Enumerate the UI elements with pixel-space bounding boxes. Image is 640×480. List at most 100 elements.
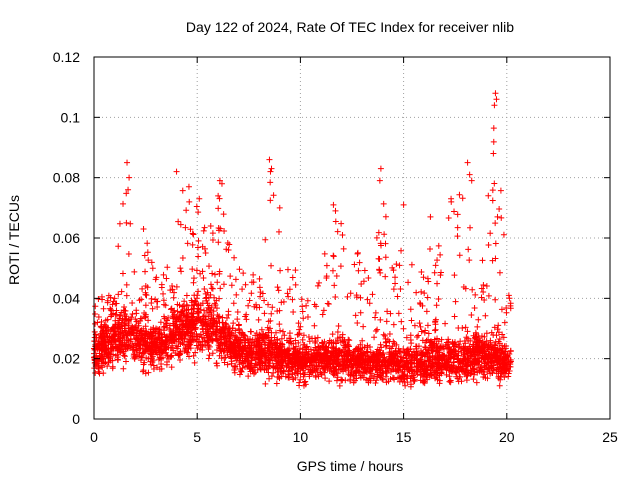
x-tick-label: 0 bbox=[90, 429, 98, 445]
data-point bbox=[142, 268, 149, 275]
data-point bbox=[215, 239, 222, 246]
data-point bbox=[312, 355, 319, 362]
data-point bbox=[230, 320, 237, 327]
data-point bbox=[151, 349, 158, 356]
data-point bbox=[362, 355, 369, 362]
data-point bbox=[498, 365, 505, 372]
data-point bbox=[244, 363, 251, 370]
data-point bbox=[342, 344, 349, 351]
data-point bbox=[407, 357, 414, 364]
data-point bbox=[120, 307, 127, 314]
data-point bbox=[193, 267, 200, 274]
data-point bbox=[340, 245, 347, 252]
data-point bbox=[473, 379, 480, 386]
data-point bbox=[495, 375, 502, 382]
data-point bbox=[350, 351, 357, 358]
data-point bbox=[305, 333, 312, 340]
data-point bbox=[413, 289, 420, 296]
data-point bbox=[398, 318, 405, 325]
data-point bbox=[200, 227, 207, 234]
data-point bbox=[201, 338, 208, 345]
data-point bbox=[422, 373, 429, 380]
data-point bbox=[290, 308, 297, 315]
data-point bbox=[481, 333, 488, 340]
data-point bbox=[411, 322, 418, 329]
data-point bbox=[98, 356, 105, 363]
data-point bbox=[392, 280, 399, 287]
data-point bbox=[185, 306, 192, 313]
data-point bbox=[160, 347, 167, 354]
data-point bbox=[230, 340, 237, 347]
data-point bbox=[287, 338, 294, 345]
data-point bbox=[212, 301, 219, 308]
data-point bbox=[296, 353, 303, 360]
data-point bbox=[295, 320, 302, 327]
data-point bbox=[336, 359, 343, 366]
data-point bbox=[407, 375, 414, 382]
data-point bbox=[340, 352, 347, 359]
data-point bbox=[456, 191, 463, 198]
data-point bbox=[226, 335, 233, 342]
data-point bbox=[250, 279, 257, 286]
data-point bbox=[265, 301, 272, 308]
data-point bbox=[131, 268, 138, 275]
data-point bbox=[390, 321, 397, 328]
data-point bbox=[191, 301, 198, 308]
data-point bbox=[114, 354, 121, 361]
data-point bbox=[210, 308, 217, 315]
data-point bbox=[205, 355, 212, 362]
data-point bbox=[92, 369, 99, 376]
data-point bbox=[126, 329, 133, 336]
data-point bbox=[296, 330, 303, 337]
data-point bbox=[483, 338, 490, 345]
data-point bbox=[326, 360, 333, 367]
data-point bbox=[421, 290, 428, 297]
data-point bbox=[227, 344, 234, 351]
data-point bbox=[178, 268, 185, 275]
data-point bbox=[231, 366, 238, 373]
data-point bbox=[304, 313, 311, 320]
data-point bbox=[319, 355, 326, 362]
data-point bbox=[119, 334, 126, 341]
x-tick-label: 25 bbox=[602, 429, 618, 445]
data-point bbox=[224, 326, 231, 333]
data-point bbox=[433, 345, 440, 352]
data-point bbox=[227, 273, 234, 280]
data-point bbox=[358, 280, 365, 287]
data-point bbox=[332, 207, 339, 214]
data-point bbox=[266, 156, 273, 163]
data-point bbox=[418, 288, 425, 295]
data-point bbox=[431, 269, 438, 276]
data-point bbox=[92, 310, 99, 317]
data-point bbox=[254, 335, 261, 342]
data-point bbox=[142, 314, 149, 321]
data-point bbox=[398, 247, 405, 254]
data-point bbox=[205, 346, 212, 353]
data-point bbox=[505, 292, 512, 299]
data-point bbox=[121, 307, 128, 314]
data-point bbox=[483, 283, 490, 290]
data-point bbox=[414, 333, 420, 340]
data-point bbox=[336, 334, 343, 341]
data-point bbox=[218, 355, 225, 362]
data-point bbox=[161, 301, 168, 308]
data-point bbox=[192, 297, 199, 304]
data-point bbox=[414, 363, 421, 370]
data-point bbox=[491, 324, 498, 331]
data-point bbox=[459, 325, 466, 332]
data-point bbox=[365, 274, 372, 281]
data-point bbox=[190, 352, 197, 359]
data-point bbox=[487, 230, 494, 237]
data-point bbox=[298, 296, 305, 303]
data-point bbox=[164, 264, 171, 271]
data-point bbox=[436, 365, 443, 372]
data-point bbox=[239, 359, 246, 366]
data-point bbox=[213, 305, 220, 312]
data-point bbox=[187, 226, 194, 233]
data-point bbox=[353, 294, 360, 301]
data-point bbox=[245, 339, 252, 346]
data-point bbox=[223, 314, 230, 321]
data-point bbox=[173, 283, 180, 290]
data-point bbox=[168, 305, 175, 312]
data-point bbox=[211, 317, 218, 324]
